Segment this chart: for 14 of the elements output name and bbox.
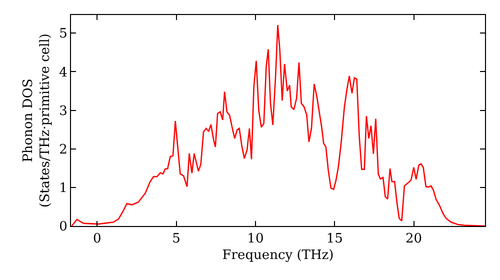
line-series: [71, 24, 485, 226]
y-axis-title: Phonon DOS (States/THz·primitive cell): [21, 33, 54, 208]
y-tick-label: 1: [59, 180, 68, 196]
x-tick-label: 20: [405, 232, 422, 247]
y-tick-label: 0: [59, 220, 68, 235]
x-tick-label: 0: [92, 232, 102, 247]
x-axis-title: Frequency (THz): [222, 248, 334, 264]
y-tick-label: 4: [59, 65, 68, 80]
y-tick-label: 3: [59, 104, 68, 119]
y-tick-label: 5: [59, 26, 68, 42]
x-tick-label: 10: [247, 232, 264, 247]
x-tick-label: 15: [326, 232, 343, 247]
x-tick-label: 5: [172, 232, 180, 247]
y-tick-label: 2: [59, 142, 68, 158]
